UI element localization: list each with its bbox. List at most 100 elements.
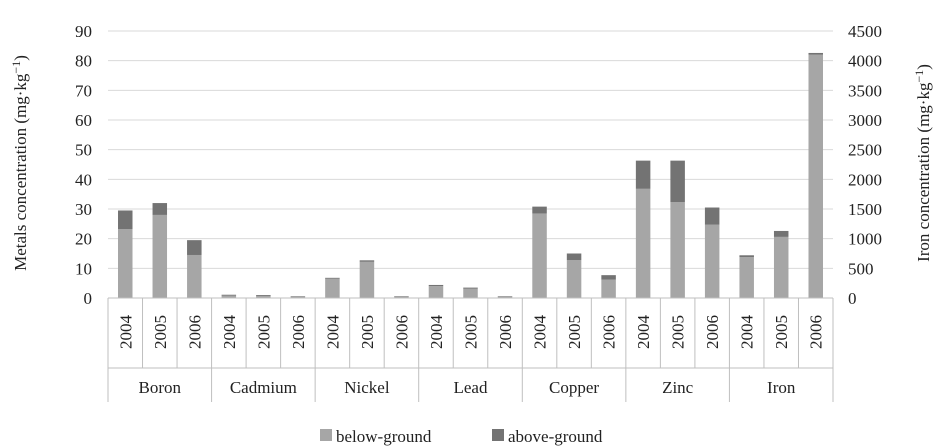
year-tick-label: 2006 bbox=[289, 315, 308, 349]
bar-above-ground bbox=[773, 230, 789, 237]
left-tick-label: 10 bbox=[75, 259, 92, 278]
left-tick-label: 0 bbox=[84, 289, 93, 308]
bar-below-ground bbox=[463, 288, 478, 298]
left-axis-title-sup: −1 bbox=[9, 61, 23, 74]
right-tick-label: 1500 bbox=[848, 200, 882, 219]
year-tick-label: 2004 bbox=[531, 315, 550, 350]
legend-item-above-ground: above-ground bbox=[492, 427, 603, 446]
bar-below-ground bbox=[290, 296, 306, 298]
bar-above-ground bbox=[256, 295, 271, 296]
bar-above-ground bbox=[670, 160, 685, 203]
bar-below-ground bbox=[739, 257, 754, 298]
left-tick-label: 30 bbox=[75, 200, 92, 219]
year-tick-label: 2004 bbox=[634, 315, 653, 350]
left-tick-label: 70 bbox=[75, 81, 92, 100]
right-tick-labels: 0 500 1000 1500 2000 2500 3000 3500 4000 4500 bbox=[848, 22, 882, 308]
bar-below-ground bbox=[704, 224, 720, 298]
year-tick-label: 2005 bbox=[358, 315, 377, 349]
bar-above-ground bbox=[808, 52, 823, 55]
bar-above-ground bbox=[532, 206, 547, 214]
bar-below-ground bbox=[187, 254, 202, 298]
year-tick-label: 2006 bbox=[392, 315, 411, 349]
right-tick-label: 0 bbox=[848, 289, 857, 308]
bar-above-ground bbox=[359, 260, 375, 262]
year-tick-label: 2006 bbox=[185, 315, 204, 349]
axes bbox=[107, 297, 834, 402]
bar-below-ground bbox=[670, 202, 685, 298]
right-axis-title-prefix: Iron concentration (mg·kg bbox=[914, 82, 933, 262]
right-tick-label: 1000 bbox=[848, 230, 882, 249]
year-tick-label: 2006 bbox=[496, 315, 515, 349]
gridlines bbox=[108, 30, 833, 269]
bar-below-ground bbox=[601, 279, 616, 298]
right-axis-title: Iron concentration (mg·kg−1) bbox=[912, 64, 933, 262]
bar-above-ground bbox=[187, 240, 202, 255]
left-axis-title: Metals concentration (mg·kg−1) bbox=[9, 55, 30, 271]
group-label: Cadmium bbox=[230, 378, 297, 397]
bar-below-ground bbox=[394, 296, 409, 298]
left-tick-labels: 0 10 20 30 40 50 60 70 80 90 bbox=[75, 22, 92, 308]
bar-below-ground bbox=[428, 286, 444, 298]
legend-swatch-above-ground bbox=[492, 429, 504, 441]
group-label: Zinc bbox=[662, 378, 694, 397]
legend-label-above-ground: above-ground bbox=[508, 427, 603, 446]
year-tick-label: 2004 bbox=[427, 315, 446, 350]
group-label: Boron bbox=[139, 378, 182, 397]
left-tick-label: 20 bbox=[75, 230, 92, 249]
left-tick-label: 50 bbox=[75, 141, 92, 160]
bar-below-ground bbox=[118, 229, 133, 298]
left-tick-label: 40 bbox=[75, 170, 92, 189]
bar-below-ground bbox=[221, 295, 237, 298]
bar-below-ground bbox=[325, 278, 340, 298]
year-tick-label: 2005 bbox=[462, 315, 481, 349]
bar-above-ground bbox=[497, 296, 513, 297]
legend-label-below-ground: below-ground bbox=[336, 427, 432, 446]
bar-above-ground bbox=[463, 287, 478, 289]
year-tick-label: 2004 bbox=[738, 315, 757, 350]
group-label: Nickel bbox=[344, 378, 390, 397]
year-tick-label: 2005 bbox=[669, 315, 688, 349]
bar-above-ground bbox=[152, 203, 168, 215]
legend-swatch-below-ground bbox=[320, 429, 332, 441]
left-tick-label: 90 bbox=[75, 22, 92, 41]
year-tick-label: 2005 bbox=[151, 315, 170, 349]
right-axis-title-suffix: ) bbox=[914, 64, 933, 70]
left-axis-title-prefix: Metals concentration (mg·kg bbox=[11, 73, 30, 271]
bar-below-ground bbox=[152, 214, 168, 298]
left-tick-label: 60 bbox=[75, 111, 92, 130]
year-tick-label: 2004 bbox=[323, 315, 342, 350]
year-tick-label: 2005 bbox=[772, 315, 791, 349]
bar-above-ground bbox=[566, 253, 582, 261]
bar-above-ground bbox=[118, 210, 133, 230]
bar-above-ground bbox=[290, 296, 306, 297]
bar-below-ground bbox=[566, 260, 582, 298]
bar-above-ground bbox=[221, 294, 237, 296]
bar-below-ground bbox=[359, 261, 375, 298]
year-tick-label: 2004 bbox=[220, 315, 239, 350]
bar-below-ground bbox=[256, 295, 271, 298]
right-tick-label: 2500 bbox=[848, 141, 882, 160]
right-tick-label: 4500 bbox=[848, 22, 882, 41]
left-axis-title-suffix: ) bbox=[11, 55, 30, 61]
right-tick-label: 500 bbox=[848, 259, 874, 278]
right-axis-title-sup: −1 bbox=[912, 70, 926, 83]
legend: below-ground above-ground bbox=[320, 427, 603, 446]
bar-above-ground bbox=[635, 160, 651, 189]
bar-below-ground bbox=[635, 188, 651, 298]
bar-above-ground bbox=[739, 255, 754, 258]
legend-item-below-ground: below-ground bbox=[320, 427, 432, 446]
right-tick-label: 3500 bbox=[848, 81, 882, 100]
year-tick-label: 2006 bbox=[807, 315, 826, 349]
group-label: Copper bbox=[549, 378, 599, 397]
right-tick-label: 4000 bbox=[848, 52, 882, 71]
bars bbox=[118, 52, 823, 298]
group-label: Lead bbox=[454, 378, 488, 397]
bar-below-ground bbox=[808, 54, 823, 298]
year-tick-label: 2005 bbox=[565, 315, 584, 349]
right-tick-label: 3000 bbox=[848, 111, 882, 130]
bar-above-ground bbox=[394, 296, 409, 297]
bar-above-ground bbox=[704, 207, 720, 225]
year-tick-label: 2006 bbox=[600, 315, 619, 349]
bar-above-ground bbox=[428, 284, 444, 287]
